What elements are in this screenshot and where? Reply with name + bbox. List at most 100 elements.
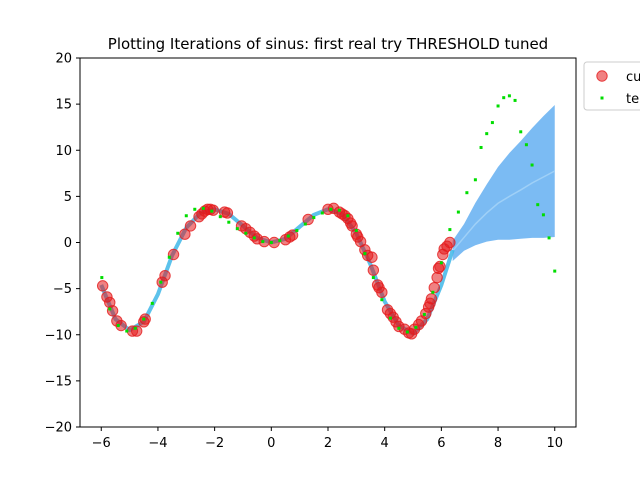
data-point-cu bbox=[366, 251, 378, 263]
y-tick-label: 20 bbox=[55, 52, 72, 67]
x-tick-label: −4 bbox=[148, 436, 167, 451]
data-point-te bbox=[227, 220, 231, 224]
chart-title: Plotting Iterations of sinus: first real… bbox=[108, 35, 548, 53]
data-point-te bbox=[371, 276, 375, 280]
data-point-cu bbox=[106, 305, 119, 317]
data-point-cu bbox=[376, 286, 388, 299]
plot-area bbox=[96, 94, 557, 340]
y-tick-label: −15 bbox=[45, 374, 72, 389]
data-point-te bbox=[456, 210, 460, 214]
data-point-cu bbox=[444, 236, 456, 249]
data-point-te bbox=[473, 178, 477, 182]
data-point-te bbox=[329, 207, 333, 211]
data-point-te bbox=[261, 240, 265, 244]
y-tick-label: 5 bbox=[64, 190, 72, 205]
data-point-te bbox=[286, 234, 290, 238]
x-tick-label: 4 bbox=[381, 436, 389, 451]
data-point-te bbox=[210, 209, 214, 213]
x-tick-label: 2 bbox=[324, 436, 332, 451]
data-point-te bbox=[507, 94, 511, 98]
data-point-te bbox=[252, 236, 256, 240]
data-point-te bbox=[380, 298, 384, 302]
data-point-te bbox=[303, 222, 307, 226]
y-tick-label: −20 bbox=[45, 421, 72, 436]
data-point-te bbox=[346, 214, 350, 218]
data-point-te bbox=[176, 231, 180, 235]
data-point-te bbox=[422, 312, 426, 316]
data-point-te bbox=[193, 207, 197, 211]
data-point-te bbox=[439, 261, 443, 265]
data-point-te bbox=[397, 326, 401, 330]
data-point-te bbox=[142, 317, 146, 321]
y-tick-label: 0 bbox=[64, 236, 72, 251]
data-point-cu bbox=[431, 271, 443, 284]
x-tick-label: 8 bbox=[494, 436, 502, 451]
data-point-te bbox=[116, 324, 120, 328]
data-point-te bbox=[405, 330, 409, 334]
data-point-te bbox=[295, 229, 299, 233]
x-tick-label: 0 bbox=[267, 436, 275, 451]
data-point-cu bbox=[159, 270, 171, 282]
data-point-te bbox=[448, 228, 452, 232]
band-mean-line bbox=[452, 170, 556, 252]
data-point-te bbox=[414, 325, 418, 329]
plot-content bbox=[96, 94, 557, 340]
data-point-te bbox=[465, 191, 469, 195]
data-point-te bbox=[159, 280, 163, 284]
data-point-te bbox=[150, 301, 154, 305]
data-point-cu bbox=[367, 264, 380, 276]
data-point-cu bbox=[179, 228, 191, 240]
data-point-te bbox=[553, 269, 557, 273]
data-point-te bbox=[312, 216, 316, 220]
data-point-te bbox=[541, 213, 545, 217]
data-point-te bbox=[108, 307, 112, 311]
data-point-cu bbox=[425, 293, 438, 305]
data-point-cu bbox=[96, 280, 109, 292]
data-point-te bbox=[524, 143, 528, 147]
y-tick-label: 10 bbox=[55, 144, 72, 159]
data-point-te bbox=[513, 98, 517, 102]
data-point-te bbox=[320, 211, 324, 215]
data-point-te bbox=[363, 252, 367, 256]
data-point-te bbox=[485, 132, 489, 136]
data-point-te bbox=[490, 121, 494, 125]
legend-marker-square bbox=[600, 96, 604, 100]
data-point-te bbox=[218, 215, 222, 219]
legend-label: te bbox=[626, 92, 639, 107]
y-tick-label: −10 bbox=[45, 328, 72, 343]
data-point-te bbox=[502, 96, 506, 100]
legend: cu te bbox=[583, 61, 640, 111]
data-point-te bbox=[431, 290, 435, 294]
data-point-cu bbox=[184, 220, 197, 232]
data-point-te bbox=[278, 239, 282, 243]
data-point-te bbox=[167, 255, 171, 259]
x-tick-label: 6 bbox=[437, 436, 445, 451]
y-tick-label: 15 bbox=[55, 98, 72, 113]
y-tick-label: −5 bbox=[53, 282, 72, 297]
data-point-cu bbox=[221, 207, 234, 219]
data-point-te bbox=[201, 206, 205, 210]
x-tick-label: −2 bbox=[205, 436, 224, 451]
data-point-te bbox=[388, 316, 392, 320]
x-tick-label: 10 bbox=[546, 436, 563, 451]
data-point-te bbox=[496, 104, 500, 108]
data-point-te bbox=[269, 241, 273, 244]
data-point-te bbox=[184, 214, 188, 218]
data-point-cu bbox=[268, 236, 280, 249]
data-point-te bbox=[244, 231, 248, 235]
data-point-te bbox=[536, 203, 540, 207]
data-point-cu bbox=[302, 213, 314, 226]
data-point-te bbox=[235, 227, 239, 231]
data-point-cu bbox=[167, 248, 180, 261]
data-point-te bbox=[125, 329, 129, 333]
data-point-cu bbox=[115, 319, 127, 332]
x-tick-label: −6 bbox=[92, 436, 111, 451]
data-point-te bbox=[519, 130, 523, 134]
legend-marker-circle bbox=[596, 70, 608, 82]
data-point-te bbox=[479, 145, 483, 149]
data-point-te bbox=[530, 163, 534, 167]
data-point-te bbox=[337, 208, 341, 212]
data-point-te bbox=[100, 276, 104, 280]
